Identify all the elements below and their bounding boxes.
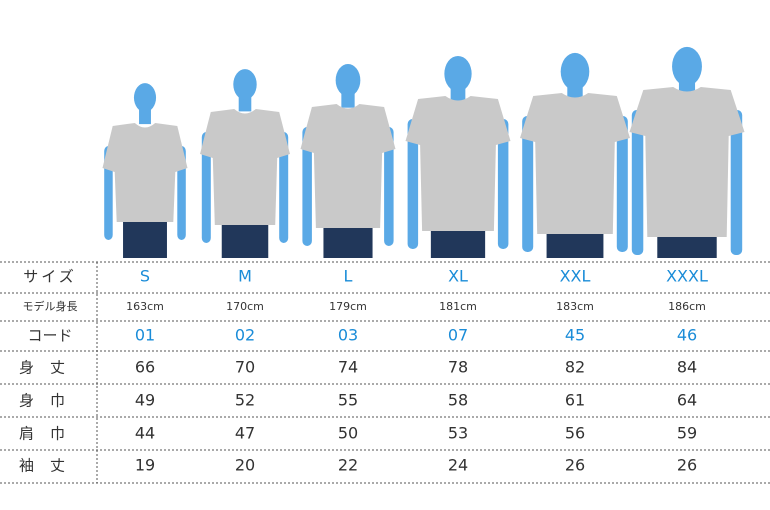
cell: 24: [448, 456, 468, 475]
jeans: [221, 221, 269, 258]
cell: 56: [565, 424, 585, 443]
arm: [384, 127, 394, 246]
shirt: [629, 87, 745, 237]
cell: 82: [565, 358, 585, 377]
cell: 74: [338, 358, 358, 377]
shirt: [200, 109, 290, 225]
cell: 07: [448, 326, 468, 345]
cell: 50: [338, 424, 358, 443]
row-label: 身巾: [19, 392, 81, 410]
model-figure: [102, 83, 188, 258]
size-name: XL: [448, 267, 468, 286]
head: [560, 52, 590, 91]
shirt: [405, 96, 511, 231]
jeans: [430, 227, 486, 258]
model-figure: [520, 52, 630, 258]
model-figures: [102, 46, 745, 258]
cell: 59: [677, 424, 697, 443]
arm: [631, 110, 644, 255]
cell: 78: [448, 358, 468, 377]
cell: 26: [677, 456, 697, 475]
arm: [522, 116, 534, 252]
row-label: 肩巾: [19, 425, 81, 443]
size-name: L: [344, 267, 353, 286]
cell: 52: [235, 391, 255, 410]
model-figure: [405, 55, 511, 258]
shirt: [102, 123, 188, 222]
head: [444, 55, 472, 92]
cell: 26: [565, 456, 585, 475]
arm: [616, 116, 628, 252]
jeans: [546, 230, 604, 258]
cell: 49: [135, 391, 155, 410]
row-label: 身丈: [19, 359, 81, 377]
cell: 02: [235, 326, 255, 345]
cell: 170cm: [226, 300, 264, 313]
jeans: [123, 218, 167, 258]
jeans: [323, 224, 373, 258]
arm: [730, 110, 743, 255]
head: [335, 64, 361, 97]
size-name: XXXL: [666, 267, 708, 286]
cell: 66: [135, 358, 155, 377]
cell: 61: [565, 391, 585, 410]
row-label: モデル身長: [23, 299, 78, 313]
cell: 01: [135, 326, 155, 345]
cell: 46: [677, 326, 697, 345]
size-name: S: [140, 267, 150, 286]
cell: 55: [338, 391, 358, 410]
head: [233, 69, 257, 100]
size-table: サイズ S M L XL XXL XXXL モデル身長 163cm 170cm 179cm 181cm…: [0, 261, 770, 484]
row-label: コード: [27, 327, 72, 345]
arm: [407, 119, 419, 249]
shirt: [520, 93, 630, 234]
arm: [279, 132, 289, 243]
cell: 22: [338, 456, 358, 475]
arm: [201, 132, 211, 243]
cell: 03: [338, 326, 358, 345]
row-label: サイズ: [23, 268, 77, 286]
model-figure: [629, 46, 745, 258]
cell: 45: [565, 326, 585, 345]
cell: 70: [235, 358, 255, 377]
head: [672, 46, 702, 86]
shirt: [300, 104, 396, 228]
cell: 47: [235, 424, 255, 443]
cell: 44: [135, 424, 155, 443]
cell: 183cm: [556, 300, 594, 313]
size-name: XXL: [560, 267, 591, 286]
cell: 53: [448, 424, 468, 443]
cell: 179cm: [329, 300, 367, 313]
arm: [302, 127, 312, 246]
cell: 19: [135, 456, 155, 475]
arm: [497, 119, 509, 249]
jeans: [657, 233, 717, 258]
cell: 64: [677, 391, 697, 410]
model-figure: [300, 64, 396, 258]
cell: 58: [448, 391, 468, 410]
cell: 186cm: [668, 300, 706, 313]
cell: 20: [235, 456, 255, 475]
neck: [139, 106, 151, 125]
row-label: 袖丈: [19, 457, 81, 475]
cell: 181cm: [439, 300, 477, 313]
model-figure: [200, 69, 290, 258]
size-name: M: [238, 267, 252, 286]
cell: 163cm: [126, 300, 164, 313]
head: [133, 83, 157, 113]
cell: 84: [677, 358, 697, 377]
